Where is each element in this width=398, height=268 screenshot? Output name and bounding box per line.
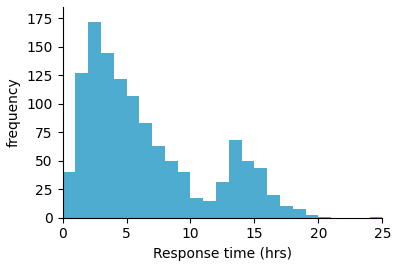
Bar	[267, 195, 280, 218]
Bar	[139, 123, 152, 218]
Bar	[88, 22, 101, 218]
Bar	[152, 146, 165, 218]
Bar	[165, 161, 178, 218]
Y-axis label: frequency: frequency	[7, 77, 21, 147]
Bar	[216, 183, 229, 218]
Bar	[369, 217, 382, 218]
Bar	[127, 96, 139, 218]
Bar	[62, 172, 75, 218]
X-axis label: Response time (hrs): Response time (hrs)	[153, 247, 292, 261]
Bar	[293, 209, 306, 218]
Bar	[254, 168, 267, 218]
Bar	[306, 215, 318, 218]
Bar	[191, 198, 203, 218]
Bar	[101, 53, 114, 218]
Bar	[203, 201, 216, 218]
Bar	[178, 172, 191, 218]
Bar	[318, 217, 331, 218]
Bar	[114, 79, 127, 218]
Bar	[280, 206, 293, 218]
Bar	[242, 161, 254, 218]
Bar	[229, 140, 242, 218]
Bar	[75, 73, 88, 218]
